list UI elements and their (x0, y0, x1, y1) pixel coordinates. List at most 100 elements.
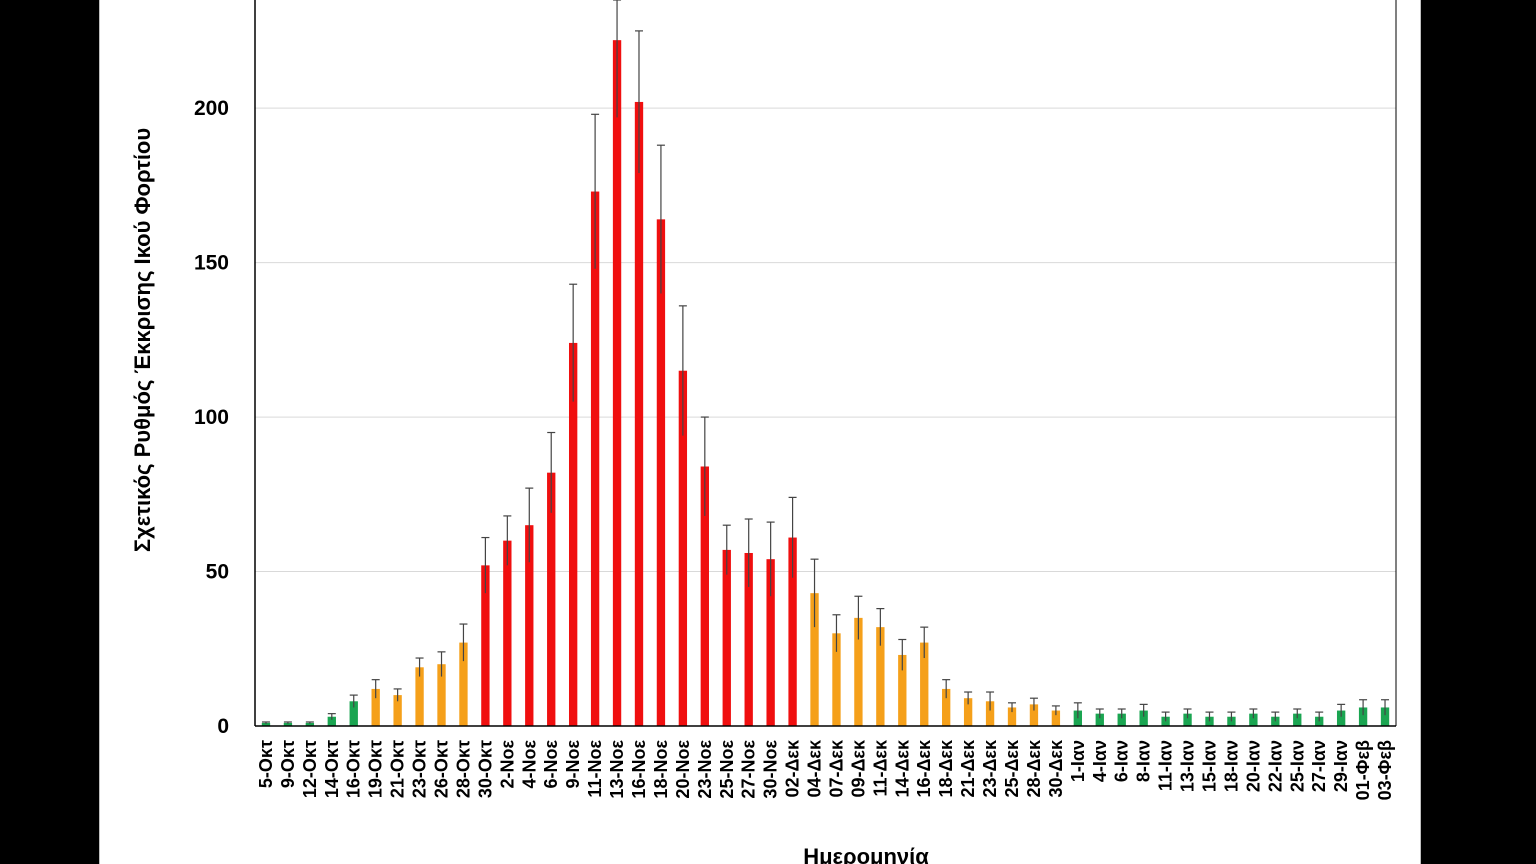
gridlines (255, 107, 1396, 573)
x-tick-label: 20-Ιαν (1243, 740, 1263, 792)
bar (1249, 713, 1258, 726)
x-tick-label: 6-Ιαν (1112, 740, 1132, 782)
bar (437, 664, 446, 726)
bar (722, 549, 731, 726)
bar (327, 716, 336, 726)
bar (547, 472, 556, 726)
bar (503, 540, 512, 726)
y-tick-label: 100 (194, 406, 229, 429)
x-tick-label: 14-Οκτ (322, 740, 342, 798)
x-tick-label: 23-Νοε (695, 740, 715, 799)
bar (261, 722, 271, 726)
x-tick-label: 18-Ιαν (1221, 740, 1241, 792)
x-tick-label: 9-Νοε (563, 740, 583, 789)
bar (1336, 710, 1346, 726)
bar (481, 565, 490, 726)
x-tick-label: 30-Νοε (761, 740, 781, 799)
bar (898, 654, 907, 726)
y-tick-label: 50 (206, 561, 229, 584)
y-axis-title: Σχετικός Ρυθμός Έκκρισης Ικού Φορτίου (130, 128, 155, 552)
bar (1007, 707, 1017, 726)
bar (1117, 713, 1126, 726)
x-tick-label: 4-Νοε (519, 740, 539, 789)
x-tick-label: 28-Δεκ (1024, 739, 1044, 797)
bar (1183, 713, 1192, 726)
y-tick-labels: 0 50 100 150 200 (194, 97, 229, 738)
x-tick-label: 20-Νοε (673, 740, 693, 799)
x-tick-label: 16-Δεκ (914, 739, 934, 797)
bar (568, 342, 578, 726)
x-tick-label: 1-Ιαν (1068, 740, 1088, 782)
x-tick-label: 19-Οκτ (366, 740, 386, 798)
x-tick-label: 04-Δεκ (805, 739, 825, 797)
x-tick-label: 29-Ιαν (1331, 740, 1351, 792)
bar (1358, 707, 1368, 726)
x-tick-label: 12-Οκτ (300, 740, 320, 798)
y-tick-label: 0 (217, 715, 229, 738)
bar (810, 593, 819, 726)
bar (766, 559, 775, 726)
x-tick-label: 01-Φεβ (1353, 740, 1373, 800)
x-tick-label: 15-Ιαν (1199, 740, 1219, 792)
x-tick-label: 13-Νοε (607, 740, 627, 799)
chart-panel: 0 50 100 150 200 5-Οκτ 9-Οκτ 12-Οκτ 14-Οκτ 16-Οκ… (99, 0, 1421, 864)
bar (1380, 707, 1390, 726)
x-tick-label: 30-Δεκ (1046, 739, 1066, 797)
x-tick-label: 27-Νοε (739, 740, 759, 799)
x-tick-label: 21-Οκτ (388, 740, 408, 798)
x-tick-label: 4-Ιαν (1090, 740, 1110, 782)
x-tick-label: 23-Δεκ (980, 739, 1000, 797)
bar (876, 627, 885, 726)
bar (854, 617, 863, 726)
bar (963, 698, 973, 726)
bar (415, 667, 424, 726)
x-tick-label: 30-Οκτ (475, 740, 495, 798)
y-tick-label: 150 (194, 252, 229, 275)
bar (700, 466, 709, 726)
bar (1095, 713, 1104, 726)
bar (656, 219, 666, 727)
x-tick-label: 18-Νοε (651, 740, 671, 799)
x-tick-label: 23-Οκτ (410, 740, 430, 798)
x-axis-title: Ημερομηνία (803, 844, 929, 864)
bar (744, 552, 753, 726)
bar (788, 537, 797, 726)
x-tick-label: 2-Νοε (497, 740, 517, 789)
x-tick-label: 9-Οκτ (278, 740, 298, 788)
bar (305, 722, 315, 726)
bar (942, 688, 951, 726)
x-tick-label: 25-Νοε (717, 740, 737, 799)
x-tick-label: 03-Φεβ (1375, 740, 1395, 800)
bar (678, 370, 688, 726)
bar (371, 688, 380, 726)
x-tick-label: 13-Ιαν (1178, 740, 1198, 792)
x-tick-label: 25-Ιαν (1287, 740, 1307, 792)
bar (612, 40, 622, 727)
x-tick-label: 11-Δεκ (870, 739, 890, 797)
bar (1029, 704, 1039, 726)
bar-chart: 0 50 100 150 200 5-Οκτ 9-Οκτ 12-Οκτ 14-Οκτ 16-Οκ… (130, 0, 1397, 864)
x-tick-label: 16-Νοε (629, 740, 649, 799)
bar (920, 642, 929, 726)
x-tick-label: 21-Δεκ (958, 739, 978, 797)
bar (1139, 710, 1148, 726)
x-tick-label: 22-Ιαν (1265, 740, 1285, 792)
axes (254, 0, 1397, 727)
x-tick-label: 8-Ιαν (1134, 740, 1154, 782)
x-tick-label: 09-Δεκ (848, 739, 868, 797)
bar (832, 633, 841, 726)
x-tick-label: 11-Ιαν (1156, 740, 1176, 791)
x-tick-label: 25-Δεκ (1002, 739, 1022, 797)
bar (1293, 713, 1302, 726)
bar (1051, 710, 1061, 726)
bar (283, 722, 293, 726)
x-tick-label: 28-Οκτ (453, 740, 473, 798)
bar (634, 101, 644, 727)
bar (459, 642, 468, 726)
x-tick-label: 14-Δεκ (892, 739, 912, 797)
x-tick-label: 07-Δεκ (826, 739, 846, 797)
x-tick-label: 6-Νοε (541, 740, 561, 789)
x-tick-label: 26-Οκτ (432, 740, 452, 798)
bar (590, 191, 600, 727)
bar (985, 701, 995, 726)
